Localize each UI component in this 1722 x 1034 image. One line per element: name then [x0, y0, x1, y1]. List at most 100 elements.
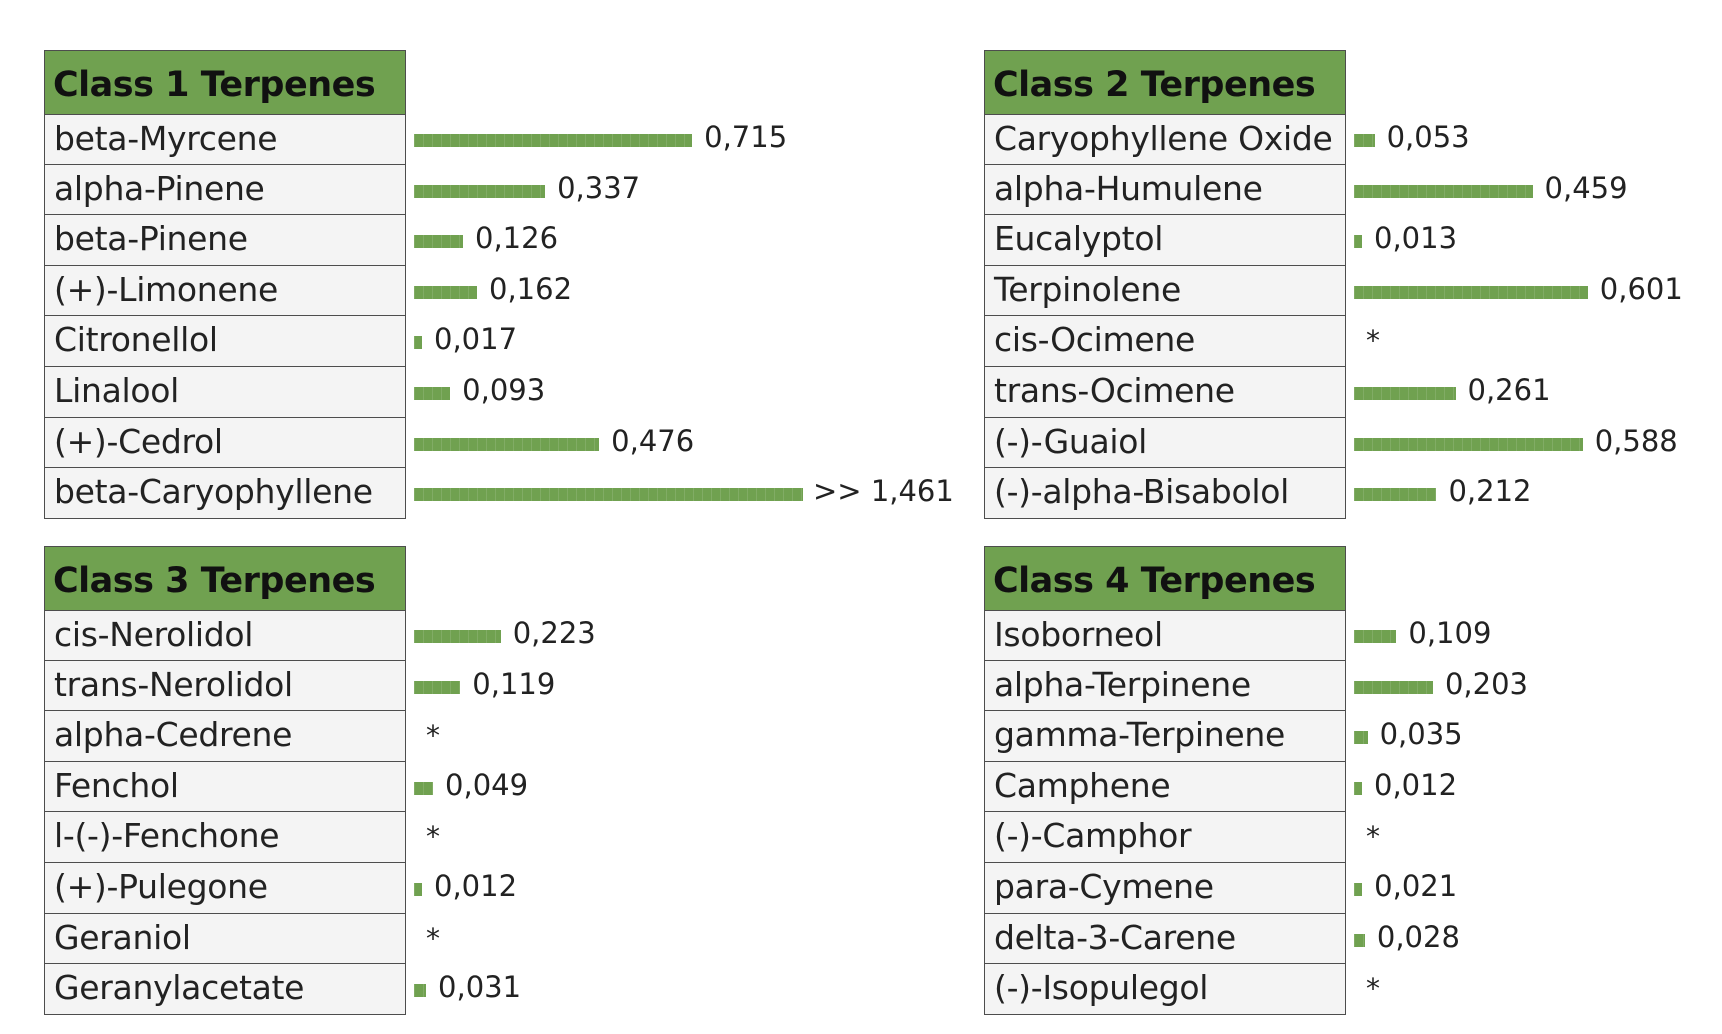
category-label: beta-Pinene: [54, 219, 248, 259]
table-row: Caryophyllene Oxide 0,053: [984, 114, 1722, 165]
class-3-rows: cis-Nerolidol 0,223 trans-Nerolidol 0,119 al…: [44, 610, 934, 1015]
bar: [414, 680, 461, 694]
table-row: Linalool 0,093: [44, 366, 934, 418]
table-row: cis-Nerolidol 0,223: [44, 610, 934, 661]
bar: [1354, 781, 1362, 795]
value-label: 0,012: [434, 868, 518, 903]
value-label: *: [426, 820, 440, 854]
table-row: Terpinolene 0,601: [984, 265, 1722, 317]
value-label: 0,093: [462, 372, 546, 407]
class-2-title: Class 2 Terpenes: [993, 65, 1316, 105]
category-cell: (-)-Camphor: [984, 812, 1346, 863]
value-label: >> 1,461: [813, 474, 954, 509]
category-label: alpha-Humulene: [994, 168, 1263, 208]
bar: [414, 488, 803, 502]
category-label: l-(-)-Fenchone: [54, 816, 280, 856]
table-row: (-)-Camphor *: [984, 812, 1722, 863]
table-row: Geraniol *: [44, 913, 934, 965]
category-label: beta-Myrcene: [54, 119, 278, 158]
category-cell: Geranylacetate: [44, 964, 406, 1015]
category-cell: cis-Ocimene: [984, 316, 1346, 367]
category-label: Terpinolene: [994, 269, 1182, 309]
bar: [414, 781, 434, 795]
category-cell: para-Cymene: [984, 862, 1346, 914]
value-label: *: [426, 719, 440, 753]
category-cell: alpha-Cedrene: [44, 711, 406, 762]
table-row: l-(-)-Fenchone *: [44, 812, 934, 863]
category-cell: (-)-alpha-Bisabolol: [984, 468, 1346, 519]
category-label: trans-Ocimene: [994, 370, 1235, 410]
category-cell: trans-Ocimene: [984, 366, 1346, 418]
value-label: *: [426, 921, 440, 955]
value-label: 0,013: [1374, 221, 1458, 256]
table-row: Geranylacetate 0,031: [44, 964, 934, 1015]
table-row: Eucalyptol 0,013: [984, 215, 1722, 266]
class-1-header: Class 1 Terpenes: [44, 50, 406, 114]
category-cell: Fenchol: [44, 761, 406, 813]
category-label: para-Cymene: [994, 866, 1214, 906]
table-row: (+)-Limonene 0,162: [44, 265, 934, 317]
category-cell: delta-3-Carene: [984, 913, 1346, 965]
table-row: (-)-Guaiol 0,588: [984, 417, 1722, 469]
bar: [1354, 731, 1368, 745]
category-cell: beta-Myrcene: [44, 114, 406, 165]
bar: [414, 386, 451, 400]
category-cell: Linalool: [44, 366, 406, 418]
table-row: trans-Ocimene 0,261: [984, 366, 1722, 418]
bar: [1354, 882, 1363, 896]
value-label: 0,031: [438, 970, 522, 1005]
value-label: 0,012: [1374, 767, 1458, 802]
class-3-title: Class 3 Terpenes: [53, 561, 376, 601]
category-cell: Geraniol: [44, 913, 406, 965]
category-label: Geraniol: [54, 917, 191, 957]
category-label: alpha-Cedrene: [54, 715, 293, 755]
value-label: 0,035: [1379, 717, 1463, 752]
category-label: Camphene: [994, 765, 1171, 805]
bar: [414, 134, 693, 147]
bar: [1354, 285, 1588, 299]
category-label: (-)-Camphor: [994, 816, 1192, 856]
table-row: Camphene 0,012: [984, 761, 1722, 813]
category-cell: Eucalyptol: [984, 215, 1346, 266]
category-cell: (-)-Isopulegol: [984, 964, 1346, 1015]
category-cell: beta-Pinene: [44, 215, 406, 266]
table-row: alpha-Pinene 0,337: [44, 164, 934, 216]
table-row: Fenchol 0,049: [44, 761, 934, 813]
bar: [1354, 488, 1437, 502]
value-label: 0,715: [704, 120, 788, 154]
table-row: alpha-Cedrene *: [44, 711, 934, 762]
category-cell: gamma-Terpinene: [984, 711, 1346, 762]
category-cell: Caryophyllene Oxide: [984, 114, 1346, 165]
table-row: cis-Ocimene *: [984, 316, 1722, 367]
bar: [1354, 235, 1362, 249]
class-2-rows: Caryophyllene Oxide 0,053 alpha-Humulene 0,…: [984, 114, 1722, 519]
category-label: Citronellol: [54, 320, 218, 360]
bar: [414, 184, 546, 198]
value-label: *: [1366, 972, 1380, 1006]
value-label: 0,261: [1467, 372, 1551, 407]
table-row: para-Cymene 0,021: [984, 862, 1722, 914]
bar: [1354, 134, 1375, 147]
table-row: beta-Myrcene 0,715: [44, 114, 934, 165]
bar: [414, 285, 478, 299]
value-label: 0,028: [1376, 919, 1460, 954]
category-cell: alpha-Pinene: [44, 164, 406, 216]
category-cell: beta-Caryophyllene: [44, 468, 406, 519]
bar: [414, 882, 422, 896]
table-row: Citronellol 0,017: [44, 316, 934, 367]
category-cell: l-(-)-Fenchone: [44, 812, 406, 863]
category-label: alpha-Terpinene: [994, 664, 1251, 704]
category-label: (+)-Pulegone: [54, 866, 268, 906]
category-cell: (+)-Cedrol: [44, 417, 406, 469]
table-row: (+)-Cedrol 0,476: [44, 417, 934, 469]
category-label: alpha-Pinene: [54, 168, 265, 208]
table-row: beta-Caryophyllene >> 1,461: [44, 468, 954, 519]
category-label: beta-Caryophyllene: [54, 472, 373, 512]
category-cell: alpha-Humulene: [984, 164, 1346, 216]
class-3-header: Class 3 Terpenes: [44, 546, 406, 610]
category-cell: (+)-Limonene: [44, 265, 406, 317]
value-label: 0,021: [1374, 868, 1458, 903]
table-row: (+)-Pulegone 0,012: [44, 862, 934, 914]
value-label: 0,109: [1408, 616, 1492, 650]
category-label: (-)-Guaiol: [994, 421, 1148, 461]
